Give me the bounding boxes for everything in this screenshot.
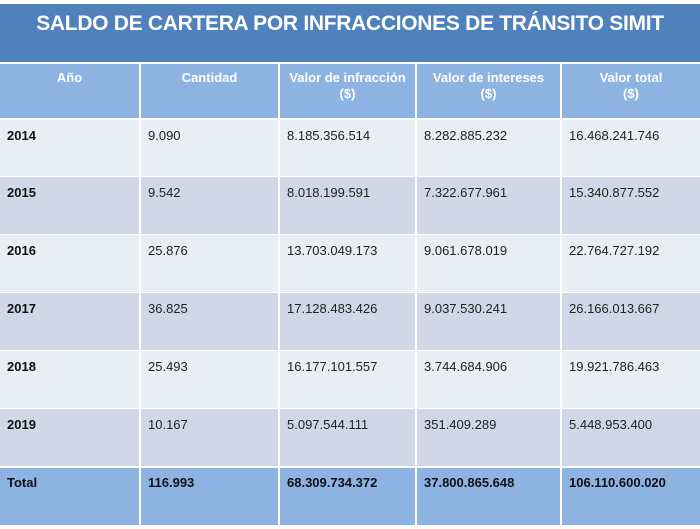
infraction-value-cell: 16.177.101.557 bbox=[278, 350, 417, 409]
totals-quantity: 116.993 bbox=[139, 465, 280, 526]
header-infraction-value-label: Valor de infracción bbox=[289, 70, 406, 85]
infraction-value-cell: 5.097.544.111 bbox=[278, 408, 417, 467]
table-row: 2017 36.825 17.128.483.426 9.037.530.241… bbox=[0, 292, 700, 351]
infraction-value-cell: 13.703.049.173 bbox=[278, 234, 417, 293]
interest-value-cell: 9.037.530.241 bbox=[415, 292, 562, 351]
year-cell: 2015 bbox=[0, 176, 141, 235]
interest-value-cell: 8.282.885.232 bbox=[415, 118, 562, 177]
header-row: Año Cantidad Valor de infracción ($) Val… bbox=[0, 63, 700, 120]
interest-value-cell: 9.061.678.019 bbox=[415, 234, 562, 293]
header-quantity: Cantidad bbox=[139, 63, 280, 120]
header-total-value-unit: ($) bbox=[623, 86, 639, 101]
quantity-cell: 9.542 bbox=[139, 176, 280, 235]
year-cell: 2016 bbox=[0, 234, 141, 293]
header-year: Año bbox=[0, 63, 141, 120]
year-cell: 2014 bbox=[0, 118, 141, 177]
quantity-cell: 25.493 bbox=[139, 350, 280, 409]
header-total-value: Valor total ($) bbox=[560, 63, 700, 120]
interest-value-cell: 7.322.677.961 bbox=[415, 176, 562, 235]
header-quantity-label: Cantidad bbox=[181, 70, 238, 85]
quantity-cell: 25.876 bbox=[139, 234, 280, 293]
table-row: 2015 9.542 8.018.199.591 7.322.677.961 1… bbox=[0, 176, 700, 235]
header-year-label: Año bbox=[56, 70, 83, 85]
infraction-value-cell: 8.018.199.591 bbox=[278, 176, 417, 235]
table-row: 2014 9.090 8.185.356.514 8.282.885.232 1… bbox=[0, 118, 700, 177]
header-interest-value-unit: ($) bbox=[480, 86, 497, 101]
totals-infraction-value: 68.309.734.372 bbox=[278, 465, 417, 526]
total-value-cell: 16.468.241.746 bbox=[560, 118, 700, 177]
year-cell: 2017 bbox=[0, 292, 141, 351]
infraction-value-cell: 17.128.483.426 bbox=[278, 292, 417, 351]
year-cell: 2018 bbox=[0, 350, 141, 409]
quantity-cell: 10.167 bbox=[139, 408, 280, 467]
header-infraction-value: Valor de infracción ($) bbox=[278, 63, 417, 120]
totals-label: Total bbox=[0, 465, 141, 526]
infraction-value-cell: 8.185.356.514 bbox=[278, 118, 417, 177]
total-value-cell: 5.448.953.400 bbox=[560, 408, 700, 467]
title-banner: SALDO DE CARTERA POR INFRACCIONES DE TRÁ… bbox=[0, 4, 700, 62]
total-value-cell: 26.166.013.667 bbox=[560, 292, 700, 351]
page-title: SALDO DE CARTERA POR INFRACCIONES DE TRÁ… bbox=[36, 12, 664, 35]
interest-value-cell: 3.744.684.906 bbox=[415, 350, 562, 409]
header-interest-value-label: Valor de intereses bbox=[432, 70, 545, 85]
total-value-cell: 15.340.877.552 bbox=[560, 176, 700, 235]
table-row: 2019 10.167 5.097.544.111 351.409.289 5.… bbox=[0, 408, 700, 467]
total-value-cell: 22.764.727.192 bbox=[560, 234, 700, 293]
portfolio-balance-table: Año Cantidad Valor de infracción ($) Val… bbox=[0, 63, 700, 526]
totals-interest-value: 37.800.865.648 bbox=[415, 465, 562, 526]
header-interest-value: Valor de intereses ($) bbox=[415, 63, 562, 120]
table-row: 2016 25.876 13.703.049.173 9.061.678.019… bbox=[0, 234, 700, 293]
quantity-cell: 9.090 bbox=[139, 118, 280, 177]
totals-total-value: 106.110.600.020 bbox=[560, 465, 700, 526]
interest-value-cell: 351.409.289 bbox=[415, 408, 562, 467]
header-infraction-value-unit: ($) bbox=[339, 86, 356, 101]
totals-row: Total 116.993 68.309.734.372 37.800.865.… bbox=[0, 465, 700, 526]
header-total-value-label: Valor total bbox=[599, 70, 663, 85]
year-cell: 2019 bbox=[0, 408, 141, 467]
table-row: 2018 25.493 16.177.101.557 3.744.684.906… bbox=[0, 350, 700, 409]
total-value-cell: 19.921.786.463 bbox=[560, 350, 700, 409]
quantity-cell: 36.825 bbox=[139, 292, 280, 351]
